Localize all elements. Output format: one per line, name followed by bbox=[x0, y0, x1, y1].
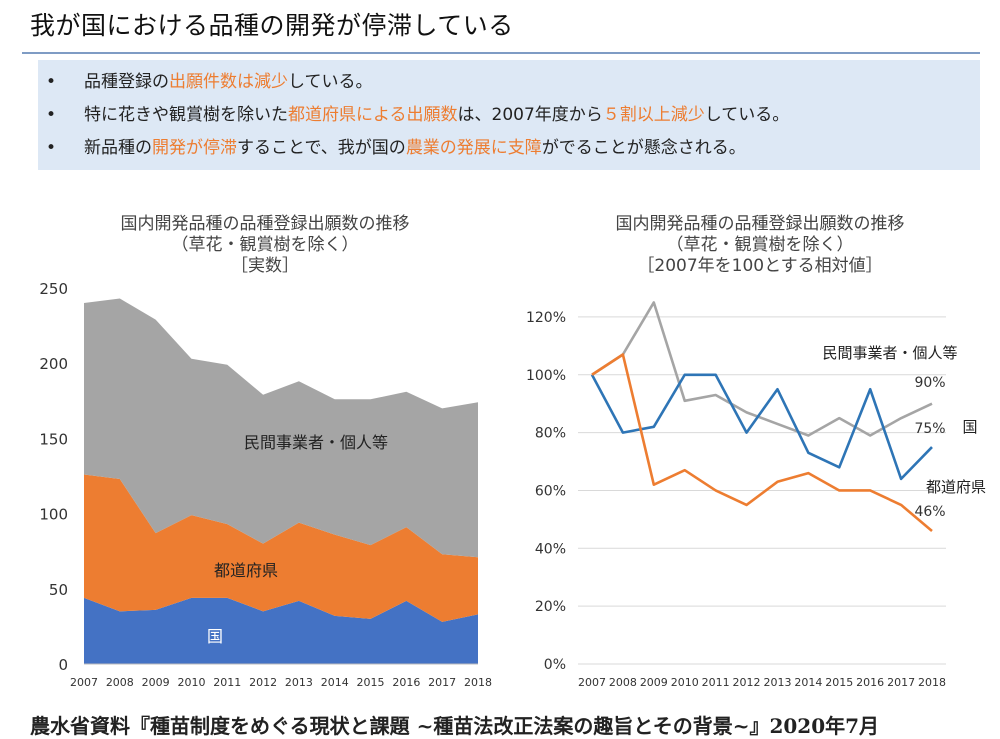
series-label: 国 bbox=[962, 418, 977, 436]
summary-bullet: 特に花きや観賞樹を除いた都道府県による出願数は、2007年度から５割以上減少して… bbox=[38, 99, 980, 132]
bullet-text: 新品種の bbox=[84, 138, 152, 158]
line-todofuken bbox=[591, 353, 933, 532]
end-value-label: 90% bbox=[914, 375, 945, 391]
line-kuni bbox=[590, 373, 933, 481]
summary-list: 品種登録の出願件数は減少している。特に花きや観賞樹を除いた都道府県による出願数は… bbox=[38, 60, 980, 165]
area-minkan bbox=[84, 298, 478, 558]
y-tick-label: 60% bbox=[535, 483, 566, 499]
page-title: 我が国における品種の開発が停滞している bbox=[30, 11, 514, 40]
x-tick-label: 2018 bbox=[464, 676, 492, 689]
highlight-text: 出願件数は減少 bbox=[169, 72, 288, 92]
y-tick-label: 150 bbox=[39, 430, 68, 448]
y-tick-label: 20% bbox=[535, 599, 566, 615]
line-chart-title-line: 国内開発品種の品種登録出願数の推移 bbox=[615, 214, 905, 234]
x-tick-label: 2007 bbox=[578, 676, 606, 689]
line-chart-title-line: ［2007年を100とする相対値］ bbox=[637, 256, 883, 276]
y-tick-label: 100 bbox=[39, 506, 68, 524]
area-kuni bbox=[84, 597, 478, 664]
x-tick-label: 2009 bbox=[142, 676, 170, 689]
highlight-text: 都道府県による出願数 bbox=[288, 105, 458, 125]
y-tick-label: 80% bbox=[535, 426, 566, 442]
bullet-text: することで、我が国の bbox=[237, 138, 406, 158]
area-chart-title: 国内開発品種の品種登録出願数の推移 （草花・観賞樹を除く） ［実数］ bbox=[40, 214, 490, 277]
y-tick-label: 0 bbox=[58, 656, 68, 674]
x-tick-label: 2010 bbox=[671, 676, 699, 689]
x-tick-label: 2011 bbox=[213, 676, 241, 689]
y-tick-label: 250 bbox=[39, 280, 68, 298]
series-label: 国 bbox=[207, 627, 223, 646]
x-tick-label: 2008 bbox=[106, 676, 134, 689]
x-tick-label: 2010 bbox=[177, 676, 205, 689]
summary-box: 品種登録の出願件数は減少している。特に花きや観賞樹を除いた都道府県による出願数は… bbox=[38, 60, 980, 170]
series-label: 都道府県 bbox=[926, 478, 986, 496]
line-chart-title-line: （草花・観賞樹を除く） bbox=[666, 235, 854, 255]
end-value-label: 75% bbox=[914, 421, 945, 437]
title-divider bbox=[22, 52, 980, 54]
x-tick-label: 2017 bbox=[887, 676, 915, 689]
area-chart-title-line: 国内開発品種の品種登録出願数の推移 bbox=[120, 214, 410, 234]
y-tick-label: 100% bbox=[526, 368, 566, 384]
x-tick-label: 2012 bbox=[733, 676, 761, 689]
bullet-text: は、2007年度から bbox=[457, 105, 603, 125]
x-tick-label: 2007 bbox=[70, 676, 98, 689]
x-tick-label: 2017 bbox=[428, 676, 456, 689]
x-tick-label: 2015 bbox=[357, 676, 385, 689]
x-tick-label: 2015 bbox=[825, 676, 853, 689]
area-chart: 0 50 100 150 200 250 2007 2008 2009 2010 2011 2012 2… bbox=[39, 280, 492, 689]
series-label: 民間事業者・個人等 bbox=[822, 344, 957, 362]
area-chart-title-line: ［実数］ bbox=[231, 256, 299, 276]
summary-bullet: 新品種の開発が停滞することで、我が国の農業の発展に支障がでることが懸念される。 bbox=[38, 132, 980, 165]
line-chart: 0%20%40%60%80%100%120%2007 2008 2009 2010 20… bbox=[526, 301, 986, 689]
y-tick-label: 0% bbox=[544, 657, 566, 673]
x-tick-label: 2016 bbox=[392, 676, 420, 689]
x-tick-label: 2014 bbox=[794, 676, 822, 689]
bullet-text: 特に花きや観賞樹を除いた bbox=[84, 105, 288, 125]
bullet-text: している。 bbox=[288, 72, 373, 92]
x-tick-label: 2013 bbox=[763, 676, 791, 689]
y-tick-label: 50 bbox=[49, 581, 68, 599]
line-chart-title: 国内開発品種の品種登録出願数の推移 （草花・観賞樹を除く） ［2007年を100… bbox=[540, 214, 980, 277]
y-tick-label: 120% bbox=[526, 310, 566, 326]
x-tick-label: 2013 bbox=[285, 676, 313, 689]
source-citation: 農水省資料『種苗制度をめぐる現状と課題 ~種苗法改正法案の趣旨とその背景~』20… bbox=[30, 714, 880, 738]
end-value-label: 46% bbox=[914, 504, 945, 520]
x-tick-label: 2008 bbox=[609, 676, 637, 689]
highlight-text: 開発が停滞 bbox=[152, 138, 237, 158]
highlight-text: 農業の発展に支障 bbox=[405, 138, 542, 158]
x-tick-label: 2014 bbox=[321, 676, 349, 689]
bullet-text: 品種登録の bbox=[84, 72, 169, 92]
x-tick-label: 2009 bbox=[640, 676, 668, 689]
area-todofuken bbox=[84, 474, 478, 622]
x-tick-label: 2012 bbox=[249, 676, 277, 689]
x-tick-label: 2011 bbox=[702, 676, 730, 689]
x-tick-label: 2018 bbox=[918, 676, 946, 689]
bullet-text: している。 bbox=[704, 105, 790, 125]
highlight-text: ５割以上減少 bbox=[602, 105, 705, 125]
series-label: 民間事業者・個人等 bbox=[244, 433, 388, 452]
y-tick-label: 200 bbox=[39, 355, 68, 373]
x-tick-label: 2016 bbox=[856, 676, 884, 689]
area-chart-title-line: （草花・観賞樹を除く） bbox=[171, 235, 359, 255]
bullet-text: がでることが懸念される。 bbox=[541, 138, 746, 158]
summary-bullet: 品種登録の出願件数は減少している。 bbox=[38, 66, 980, 99]
y-tick-label: 40% bbox=[535, 541, 566, 557]
series-label: 都道府県 bbox=[214, 561, 278, 580]
line-minkan bbox=[591, 301, 933, 437]
